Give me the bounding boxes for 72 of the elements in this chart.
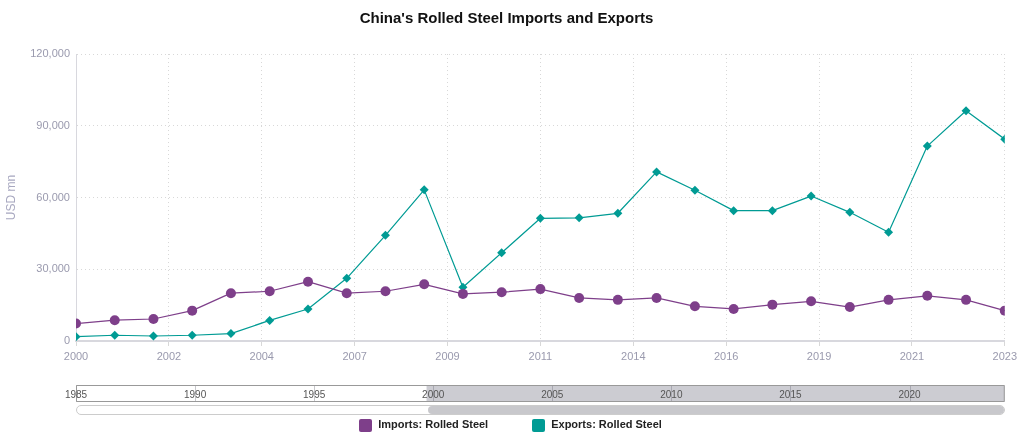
x2-tick-label: 2005: [541, 388, 564, 400]
point: [652, 167, 662, 177]
point: [922, 141, 932, 151]
point: [148, 314, 159, 324]
point: [728, 303, 739, 314]
x-tick-label: 2014: [621, 349, 646, 362]
point: [690, 185, 700, 195]
point: [883, 294, 894, 305]
point: [767, 299, 778, 310]
chart-title: China's Rolled Steel Imports and Exports: [359, 9, 654, 27]
point: [729, 206, 739, 216]
point: [303, 304, 313, 314]
x2-tick-label: 2010: [660, 388, 683, 400]
x-tick-label: 2004: [249, 349, 274, 362]
point: [961, 106, 971, 116]
y-axis-title: USD mn: [3, 174, 18, 221]
x-tick-label: 2009: [435, 349, 460, 362]
point: [651, 292, 662, 303]
x-tick-label: 2021: [899, 349, 925, 362]
point: [496, 287, 507, 298]
point: [380, 286, 391, 297]
y-tick-label: 30,000: [36, 262, 70, 275]
point: [767, 206, 777, 216]
point: [264, 286, 275, 297]
point: [961, 294, 972, 305]
point: [187, 305, 198, 316]
point: [110, 330, 120, 340]
point: [148, 331, 158, 341]
x-tick-label: 2019: [806, 349, 832, 362]
y-tick-label: 120,000: [30, 47, 70, 60]
point: [457, 288, 468, 299]
point: [806, 296, 817, 307]
point: [612, 294, 623, 305]
y-tick-label: 0: [63, 334, 70, 347]
legend-label: Imports: Rolled Steel: [378, 418, 489, 430]
point: [845, 207, 855, 217]
point: [225, 288, 236, 299]
x-tick-label: 2023: [992, 349, 1018, 362]
point: [535, 213, 545, 223]
point: [844, 302, 855, 313]
x-tick-label: 2002: [156, 349, 182, 362]
point: [419, 279, 430, 290]
x2-tick-label: 2015: [779, 388, 802, 400]
x2-tick-label: 1995: [303, 388, 326, 400]
point: [302, 276, 313, 287]
point: [613, 208, 623, 218]
point: [342, 273, 352, 283]
x2-tick-label: 2000: [422, 388, 445, 400]
x-tick-label: 2011: [528, 349, 553, 362]
point: [109, 315, 120, 326]
point: [187, 330, 197, 340]
y-tick-label: 60,000: [36, 190, 70, 203]
point: [341, 288, 352, 299]
x2-tick-label: 1990: [183, 388, 207, 400]
x-tick-label: 2000: [63, 349, 89, 362]
point: [497, 248, 507, 258]
point: [535, 284, 546, 295]
y-tick-label: 90,000: [36, 118, 70, 131]
x2-tick-label: 2020: [898, 388, 922, 400]
point: [574, 292, 585, 303]
point: [922, 290, 933, 301]
x-tick-label: 2007: [342, 349, 367, 362]
x-tick-label: 2016: [713, 349, 739, 362]
point: [419, 185, 429, 195]
point: [265, 315, 275, 325]
point: [884, 227, 894, 237]
legend-label: Exports: Rolled Steel: [551, 418, 662, 430]
point: [689, 301, 700, 312]
point: [380, 230, 390, 240]
point: [574, 213, 584, 223]
point: [806, 191, 816, 201]
point: [226, 329, 236, 339]
